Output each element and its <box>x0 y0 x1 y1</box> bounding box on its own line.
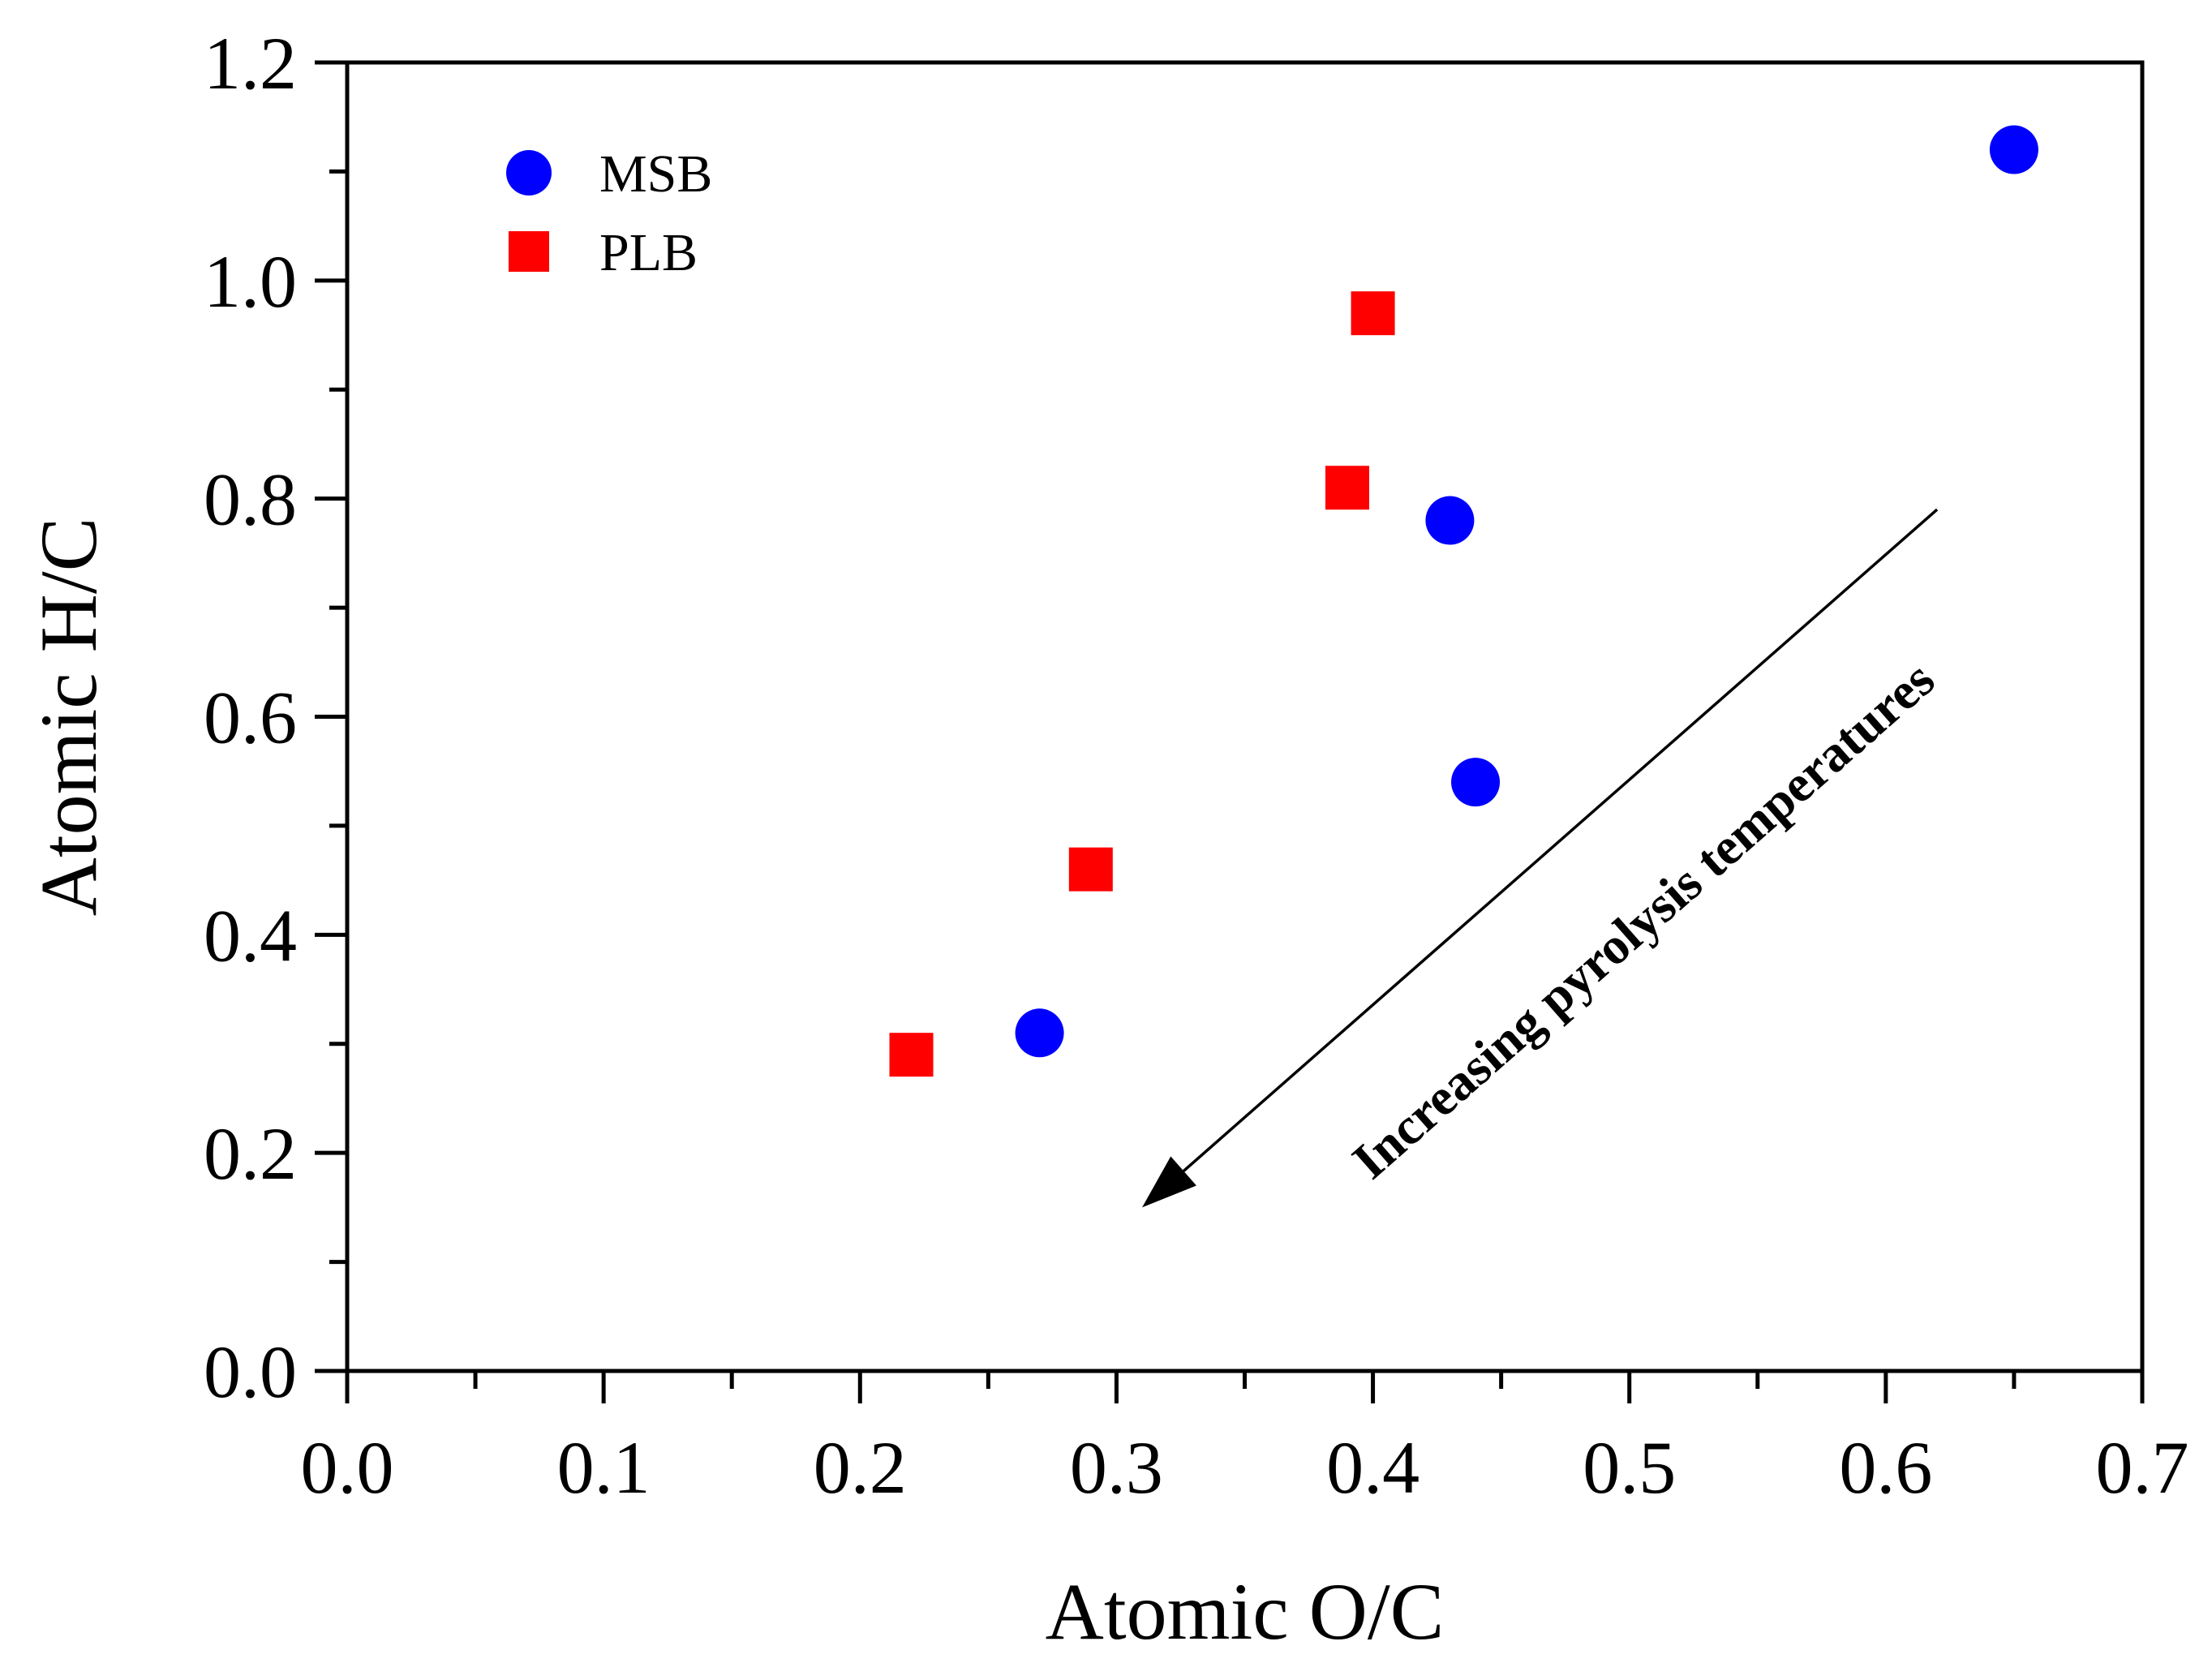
tick-labels: 0.0 0.1 0.2 0.3 0.4 0.5 0.6 0.7 0.0 0.2 0.4 0.6 0.8 1… <box>204 22 2189 1509</box>
x-tick-label: 0.1 <box>557 1426 651 1509</box>
y-tick-label: 0.8 <box>204 458 297 541</box>
x-tick-label: 0.3 <box>1070 1426 1163 1509</box>
axis-ticks <box>315 60 2145 1403</box>
data-points <box>889 125 2038 1077</box>
x-tick-label: 0.2 <box>814 1426 907 1509</box>
x-tick-label: 0.4 <box>1326 1426 1420 1509</box>
legend-msb-marker <box>506 150 552 196</box>
y-axis-title: Atomic H/C <box>24 518 114 917</box>
legend-plb-label: PLB <box>599 223 698 282</box>
plb-point <box>1068 847 1113 892</box>
plb-point <box>1351 291 1395 336</box>
legend: MSB PLB <box>506 144 712 282</box>
msb-point <box>1989 125 2038 174</box>
x-tick-label: 0.0 <box>301 1426 394 1509</box>
x-tick-label: 0.7 <box>2096 1426 2189 1509</box>
pyrolysis-arrowhead <box>1142 1156 1196 1208</box>
plb-point <box>889 1033 934 1077</box>
plb-point <box>1325 466 1369 510</box>
legend-plb-marker <box>509 231 549 272</box>
pyrolysis-annotation-text: Increasing pyrolysis temperatures <box>1342 650 1945 1190</box>
x-tick-label: 0.5 <box>1583 1426 1676 1509</box>
msb-point <box>1451 758 1501 807</box>
y-tick-label: 0.4 <box>204 894 297 977</box>
x-axis-title: Atomic O/C <box>1046 1566 1445 1657</box>
x-tick-label: 0.6 <box>1839 1426 1932 1509</box>
msb-point <box>1015 1008 1064 1058</box>
msb-point <box>1425 496 1475 545</box>
annotation: Increasing pyrolysis temperatures <box>1142 508 1945 1208</box>
y-tick-label: 1.2 <box>204 22 297 105</box>
legend-msb-label: MSB <box>599 144 712 204</box>
y-tick-label: 1.0 <box>204 240 297 323</box>
y-tick-label: 0.2 <box>204 1112 297 1195</box>
y-tick-label: 0.0 <box>204 1330 297 1413</box>
pyrolysis-arrow <box>1182 508 1939 1172</box>
y-tick-label: 0.6 <box>204 677 297 759</box>
